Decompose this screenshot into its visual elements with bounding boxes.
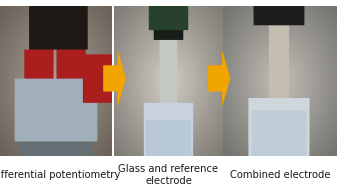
Polygon shape <box>208 52 230 105</box>
Polygon shape <box>104 52 126 105</box>
Text: Differential potentiometry: Differential potentiometry <box>0 170 120 180</box>
Text: Combined electrode: Combined electrode <box>230 170 331 180</box>
Text: Glass and reference
electrode: Glass and reference electrode <box>118 164 219 186</box>
